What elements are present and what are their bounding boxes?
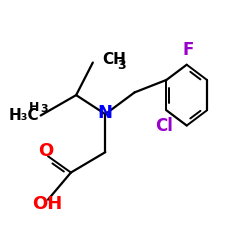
Text: O: O (38, 142, 54, 160)
Text: 3: 3 (118, 59, 126, 72)
Text: H: H (29, 101, 40, 114)
Text: F: F (182, 41, 194, 59)
Text: N: N (98, 104, 113, 122)
Text: OH: OH (32, 195, 62, 213)
Text: H₃C: H₃C (9, 108, 40, 123)
Text: CH: CH (102, 52, 126, 67)
Text: 3: 3 (40, 104, 48, 114)
Text: Cl: Cl (156, 117, 173, 135)
